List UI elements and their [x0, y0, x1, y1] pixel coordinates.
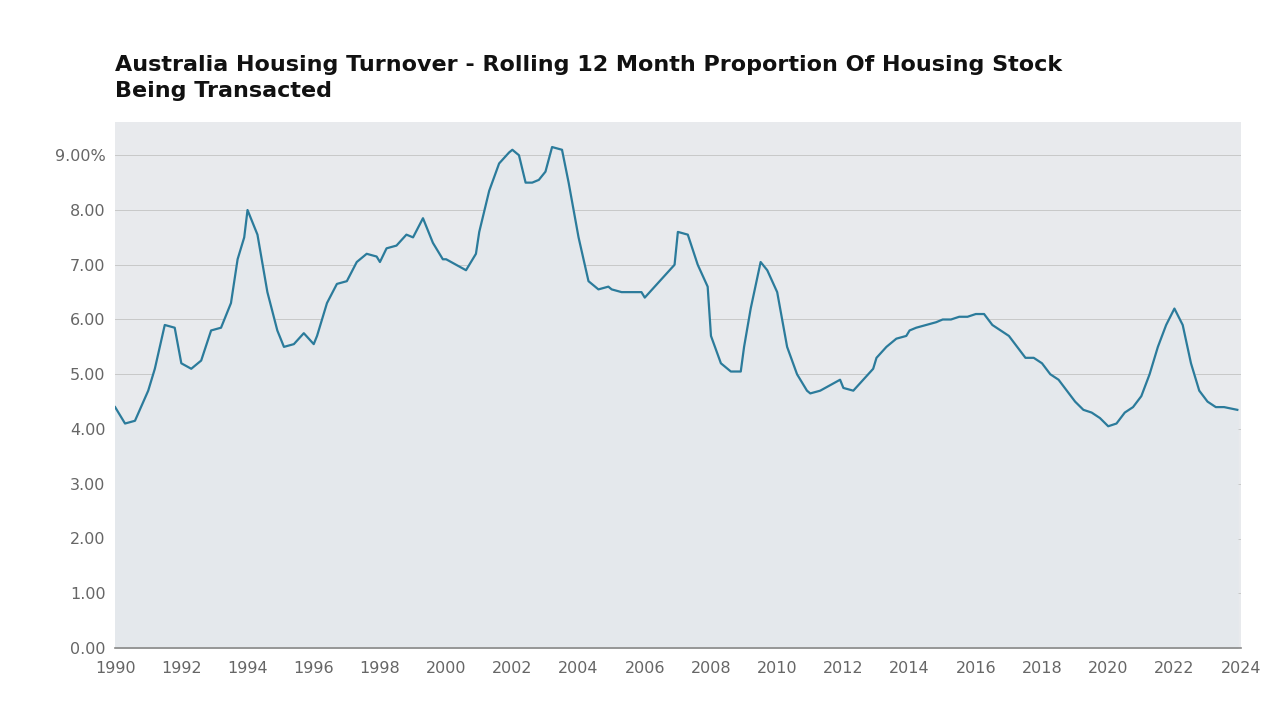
- Text: Australia Housing Turnover - Rolling 12 Month Proportion Of Housing Stock
Being : Australia Housing Turnover - Rolling 12 …: [115, 55, 1063, 102]
